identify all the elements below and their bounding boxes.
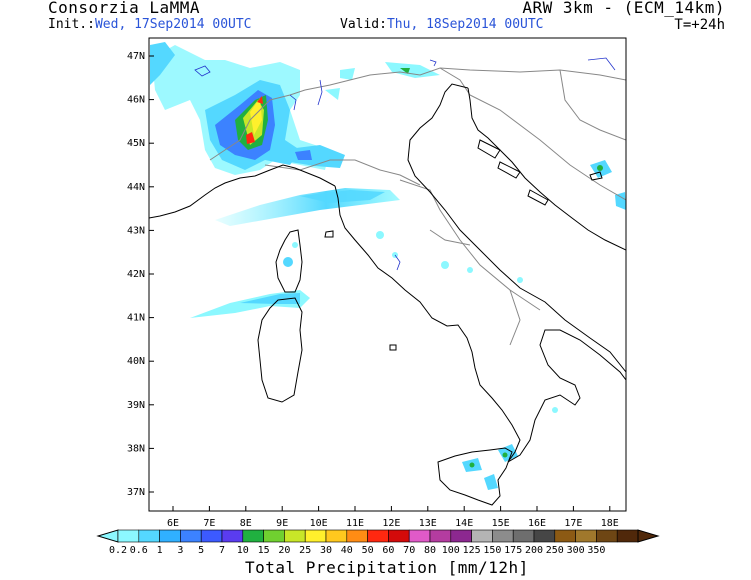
longitude-label: 17E (564, 518, 582, 529)
colorbar-level-label: 175 (504, 545, 522, 556)
colorbar-swatches (96, 529, 660, 543)
valid-value: Thu, 18Sep2014 00UTC (386, 17, 544, 32)
longitude-label: 10E (310, 518, 328, 529)
colorbar-swatch (117, 529, 140, 543)
colorbar-level-label: 350 (587, 545, 605, 556)
latitude-label: 41N (127, 313, 145, 324)
colorbar-swatch (242, 529, 264, 543)
init-label: Init.: (48, 17, 95, 32)
organization-title: Consorzia LaMMA (48, 0, 200, 17)
colorbar-level-label: 15 (258, 545, 270, 556)
colorbar-level-label: 3 (177, 545, 183, 556)
rivers (194, 57, 616, 271)
longitude-label: 7E (203, 518, 215, 529)
latitude-label: 37N (127, 487, 145, 498)
colorbar-swatch (408, 529, 431, 543)
latitude-label: 42N (127, 269, 145, 280)
colorbar-level-label: 300 (567, 545, 585, 556)
init-value: Wed, 17Sep2014 00UTC (94, 17, 252, 32)
latitude-label: 43N (127, 225, 145, 236)
colorbar-level-label: 1 (157, 545, 163, 556)
colorbar-swatch (221, 529, 244, 543)
latitude-label: 38N (127, 443, 145, 454)
longitude-label: 13E (419, 518, 437, 529)
colorbar-title: Total Precipitation [mm/12h] (245, 558, 529, 577)
colorbar-level-label: 60 (382, 545, 394, 556)
colorbar-swatch (367, 529, 389, 543)
colorbar-level-label: 20 (278, 545, 290, 556)
colorbar-swatch (325, 529, 348, 543)
coastline (149, 83, 626, 506)
colorbar-high-arrow (637, 529, 660, 543)
colorbar-level-label: 125 (463, 545, 481, 556)
colorbar-level-label: 7 (219, 545, 225, 556)
colorbar-level-label: 80 (424, 545, 436, 556)
country-borders (209, 67, 626, 346)
colorbar-level-label: 150 (483, 545, 501, 556)
colorbar-swatch (346, 529, 368, 543)
colorbar-swatch (180, 529, 202, 543)
colorbar-level-label: 0.2 (109, 545, 127, 556)
colorbar-level-label: 10 (237, 545, 249, 556)
colorbar-level-label: 30 (320, 545, 332, 556)
latitude-label: 40N (127, 356, 145, 367)
longitude-label: 12E (382, 518, 400, 529)
colorbar-level-label: 0.6 (130, 545, 148, 556)
colorbar-level-label: 5 (198, 545, 204, 556)
colorbar-swatch (284, 529, 306, 543)
colorbar-swatch (450, 529, 472, 543)
colorbar-swatch (533, 529, 556, 543)
latitude-label: 44N (127, 182, 145, 193)
colorbar-swatch (388, 529, 410, 543)
colorbar-swatch (512, 529, 535, 543)
colorbar-level-label: 100 (442, 545, 460, 556)
precipitation-field (150, 42, 626, 490)
colorbar-level-label: 250 (546, 545, 564, 556)
colorbar-swatch (616, 529, 639, 543)
latitude-labels: 47N 46N 45N 44N 43N 42N 41N 40N 39N 38N 37N (127, 51, 154, 498)
colorbar-swatch (554, 529, 576, 543)
longitude-label: 18E (601, 518, 619, 529)
colorbar-swatch (159, 529, 181, 543)
longitude-label: 6E (167, 518, 179, 529)
init-time: Init.:Wed, 17Sep2014 00UTC (48, 17, 252, 32)
longitude-label: 9E (276, 518, 288, 529)
latitude-label: 39N (127, 400, 145, 411)
colorbar-low-arrow (96, 529, 119, 543)
colorbar-swatch (263, 529, 285, 543)
longitude-label: 14E (455, 518, 473, 529)
colorbar-level-label: 200 (525, 545, 543, 556)
colorbar-swatch (200, 529, 223, 543)
colorbar-swatch (304, 529, 327, 543)
colorbar-level-label: 70 (403, 545, 415, 556)
colorbar-level-label: 50 (362, 545, 374, 556)
colorbar-level-label: 40 (341, 545, 353, 556)
colorbar-labels: 0.2 0.6 1 3 5 7 10 15 20 25 30 40 50 60 70 80 100 125 150 1… (109, 545, 605, 556)
colorbar-swatch (429, 529, 452, 543)
longitude-label: 16E (528, 518, 546, 529)
forecast-step: T=+24h (674, 17, 725, 33)
longitude-label: 11E (346, 518, 364, 529)
longitude-label: 15E (492, 518, 510, 529)
latitude-label: 46N (127, 95, 145, 106)
valid-time: Valid:Thu, 18Sep2014 00UTC (340, 17, 544, 32)
valid-label: Valid: (340, 17, 387, 32)
longitude-labels: 6E 7E 8E 9E 10E 11E 12E 13E 14E 15E 16E 17E 18E (167, 506, 619, 529)
colorbar-swatch (596, 529, 618, 543)
latitude-label: 47N (127, 51, 145, 62)
colorbar-level-label: 25 (299, 545, 311, 556)
colorbar-swatch (575, 529, 597, 543)
colorbar-swatch (492, 529, 514, 543)
latitude-label: 45N (127, 138, 145, 149)
longitude-label: 8E (240, 518, 252, 529)
colorbar-swatch (138, 529, 160, 543)
colorbar-swatch (471, 529, 493, 543)
model-title: ARW 3km - (ECM_14km) (522, 0, 725, 17)
